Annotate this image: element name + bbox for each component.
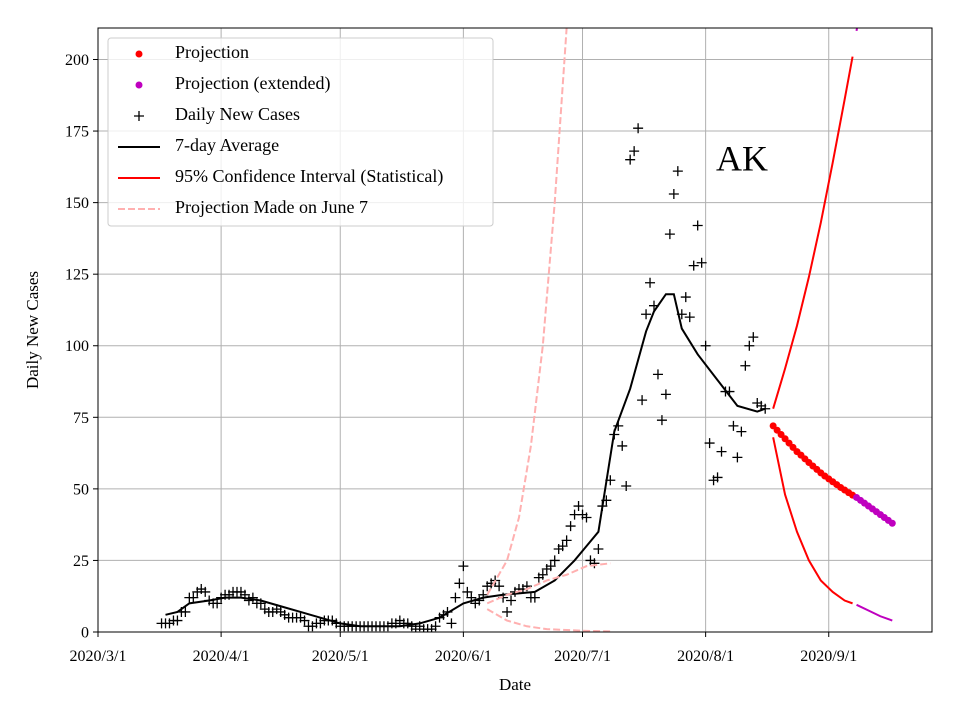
case-marker — [200, 586, 211, 597]
case-marker — [740, 360, 751, 371]
case-marker — [172, 615, 183, 626]
x-tick-label: 2020/8/1 — [677, 648, 734, 665]
legend-marker — [135, 50, 143, 58]
case-marker — [664, 229, 675, 240]
case-marker — [299, 615, 310, 626]
x-tick-label: 2020/6/1 — [435, 648, 492, 665]
x-tick-label: 2020/3/1 — [70, 648, 127, 665]
case-marker — [545, 561, 556, 572]
case-marker — [581, 512, 592, 523]
y-axis-label: Daily New Cases — [23, 271, 42, 389]
case-marker — [450, 592, 461, 603]
case-marker — [744, 340, 755, 351]
case-marker — [641, 309, 652, 320]
legend-marker — [135, 81, 143, 89]
case-marker — [462, 586, 473, 597]
case-marker — [712, 472, 723, 483]
case-marker — [458, 561, 469, 572]
case-marker — [684, 312, 695, 323]
case-marker — [454, 578, 465, 589]
case-marker — [660, 389, 671, 400]
case-marker — [668, 189, 679, 200]
case-marker — [716, 446, 727, 457]
case-marker — [629, 146, 640, 157]
case-marker — [549, 555, 560, 566]
annotation: AK — [716, 138, 768, 178]
case-marker — [692, 220, 703, 231]
case-marker — [557, 541, 568, 552]
case-marker — [672, 166, 683, 177]
series-line — [165, 293, 766, 628]
y-tick-label: 125 — [65, 267, 89, 284]
legend-label: Projection (extended) — [175, 73, 330, 94]
case-marker — [696, 257, 707, 268]
y-tick-label: 100 — [65, 338, 89, 355]
case-marker — [188, 592, 199, 603]
axes-frame — [97, 27, 933, 633]
case-marker — [494, 581, 505, 592]
legend-label: 7-day Average — [175, 135, 279, 155]
case-marker — [688, 260, 699, 271]
case-marker — [247, 592, 258, 603]
case-marker — [748, 332, 759, 343]
y-tick-label: 200 — [65, 52, 89, 69]
case-marker — [700, 340, 711, 351]
legend-label: Daily New Cases — [175, 104, 300, 124]
x-tick-label: 2020/4/1 — [193, 648, 250, 665]
y-tick-label: 50 — [73, 481, 89, 498]
series-line — [856, 603, 893, 622]
y-tick-label: 25 — [73, 553, 89, 570]
case-marker — [728, 420, 739, 431]
legend-marker — [134, 111, 144, 121]
case-marker — [637, 395, 648, 406]
case-marker — [732, 452, 743, 463]
series-line — [486, 562, 611, 605]
case-marker — [502, 606, 513, 617]
y-tick-label: 75 — [73, 410, 89, 427]
ticks: 2020/3/1 2020/4/1 2020/5/1 2020/6/1 2020/7/1… — [65, 52, 857, 665]
case-marker — [760, 403, 771, 414]
case-marker — [561, 535, 572, 546]
legend-label: 95% Confidence Interval (Statistical) — [175, 166, 443, 187]
legend-label: Projection — [175, 42, 249, 62]
case-marker — [736, 426, 747, 437]
case-marker — [593, 543, 604, 554]
series-line — [772, 437, 853, 605]
case-marker — [704, 438, 715, 449]
case-marker — [645, 277, 656, 288]
plot-area — [156, 28, 896, 632]
case-marker — [430, 621, 441, 632]
case-marker — [589, 558, 600, 569]
case-marker — [617, 440, 628, 451]
case-marker — [625, 154, 636, 165]
case-marker — [573, 501, 584, 512]
case-marker — [506, 595, 517, 606]
legend-label: Projection Made on June 7 — [175, 197, 368, 217]
case-marker — [633, 123, 644, 134]
legend-box — [107, 37, 494, 227]
case-marker — [680, 292, 691, 303]
case-marker — [656, 415, 667, 426]
case-marker — [180, 606, 191, 617]
projection-point — [888, 519, 896, 527]
x-tick-label: 2020/7/1 — [554, 648, 611, 665]
y-tick-label: 175 — [65, 124, 89, 141]
x-tick-label: 2020/9/1 — [800, 648, 857, 665]
case-marker — [652, 369, 663, 380]
y-tick-label: 150 — [65, 195, 89, 212]
series-line — [486, 28, 568, 596]
y-tick-label: 0 — [81, 625, 89, 642]
x-axis-label: Date — [499, 675, 531, 694]
case-marker — [621, 481, 632, 492]
case-marker — [537, 569, 548, 580]
series-line — [772, 56, 854, 410]
case-marker — [565, 521, 576, 532]
case-marker — [446, 618, 457, 629]
x-tick-label: 2020/5/1 — [312, 648, 369, 665]
case-marker — [529, 592, 540, 603]
legend: Projection Projection (extended) Daily New… — [107, 37, 494, 227]
series-line — [486, 608, 611, 632]
